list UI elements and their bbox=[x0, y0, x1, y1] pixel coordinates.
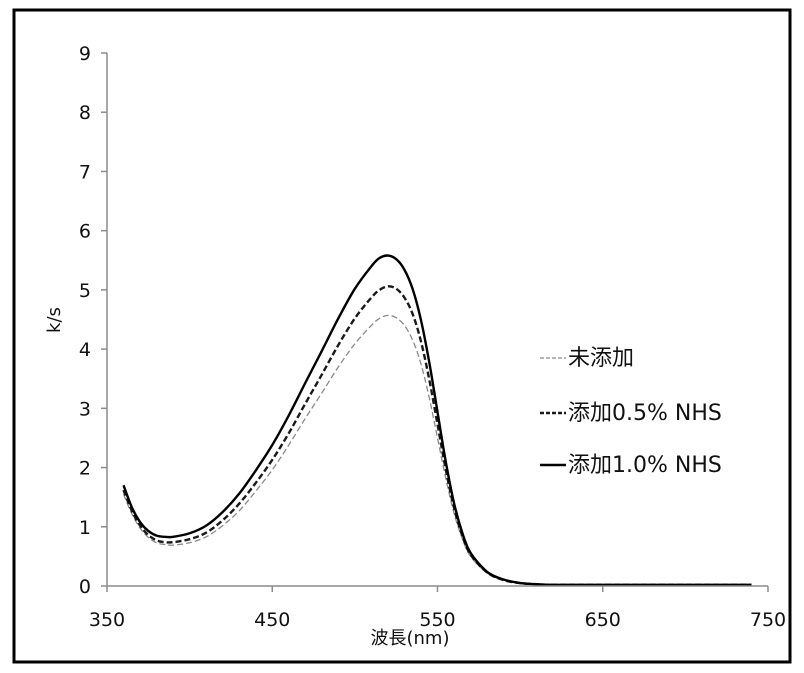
y-tick-label: 2 bbox=[79, 458, 91, 480]
y-tick-label: 8 bbox=[79, 102, 91, 124]
x-tick-label: 350 bbox=[89, 609, 125, 631]
series-line-nhs-1-0 bbox=[122, 254, 752, 587]
y-tick-label: 6 bbox=[79, 221, 91, 243]
y-tick-label: 4 bbox=[79, 339, 91, 361]
y-tick-label: 9 bbox=[79, 43, 91, 65]
chart-frame bbox=[12, 8, 792, 664]
x-axis-title: 波長(nm) bbox=[371, 628, 450, 649]
y-axis-title: k/s bbox=[44, 307, 65, 333]
y-tick-label: 0 bbox=[79, 576, 91, 598]
y-tick-label: 7 bbox=[79, 161, 91, 183]
axes: 0 1 2 3 4 5 6 7 8 9 350 450 550 650 750 bbox=[79, 43, 786, 631]
x-tick-label: 750 bbox=[750, 609, 786, 631]
y-tick-label: 1 bbox=[79, 517, 91, 539]
x-tick-label: 650 bbox=[585, 609, 621, 631]
legend-item-nhs-1-0-label: 添加1.0% NHS bbox=[568, 453, 722, 478]
y-tick-label: 5 bbox=[79, 280, 91, 302]
legend-item-nhs-0-5-label: 添加0.5% NHS bbox=[568, 401, 722, 426]
x-tick-label: 550 bbox=[419, 609, 455, 631]
x-tick-label: 450 bbox=[254, 609, 290, 631]
plot-area bbox=[122, 254, 752, 587]
y-tick-label: 3 bbox=[79, 398, 91, 420]
legend-item-untreated-label: 未添加 bbox=[568, 346, 634, 371]
